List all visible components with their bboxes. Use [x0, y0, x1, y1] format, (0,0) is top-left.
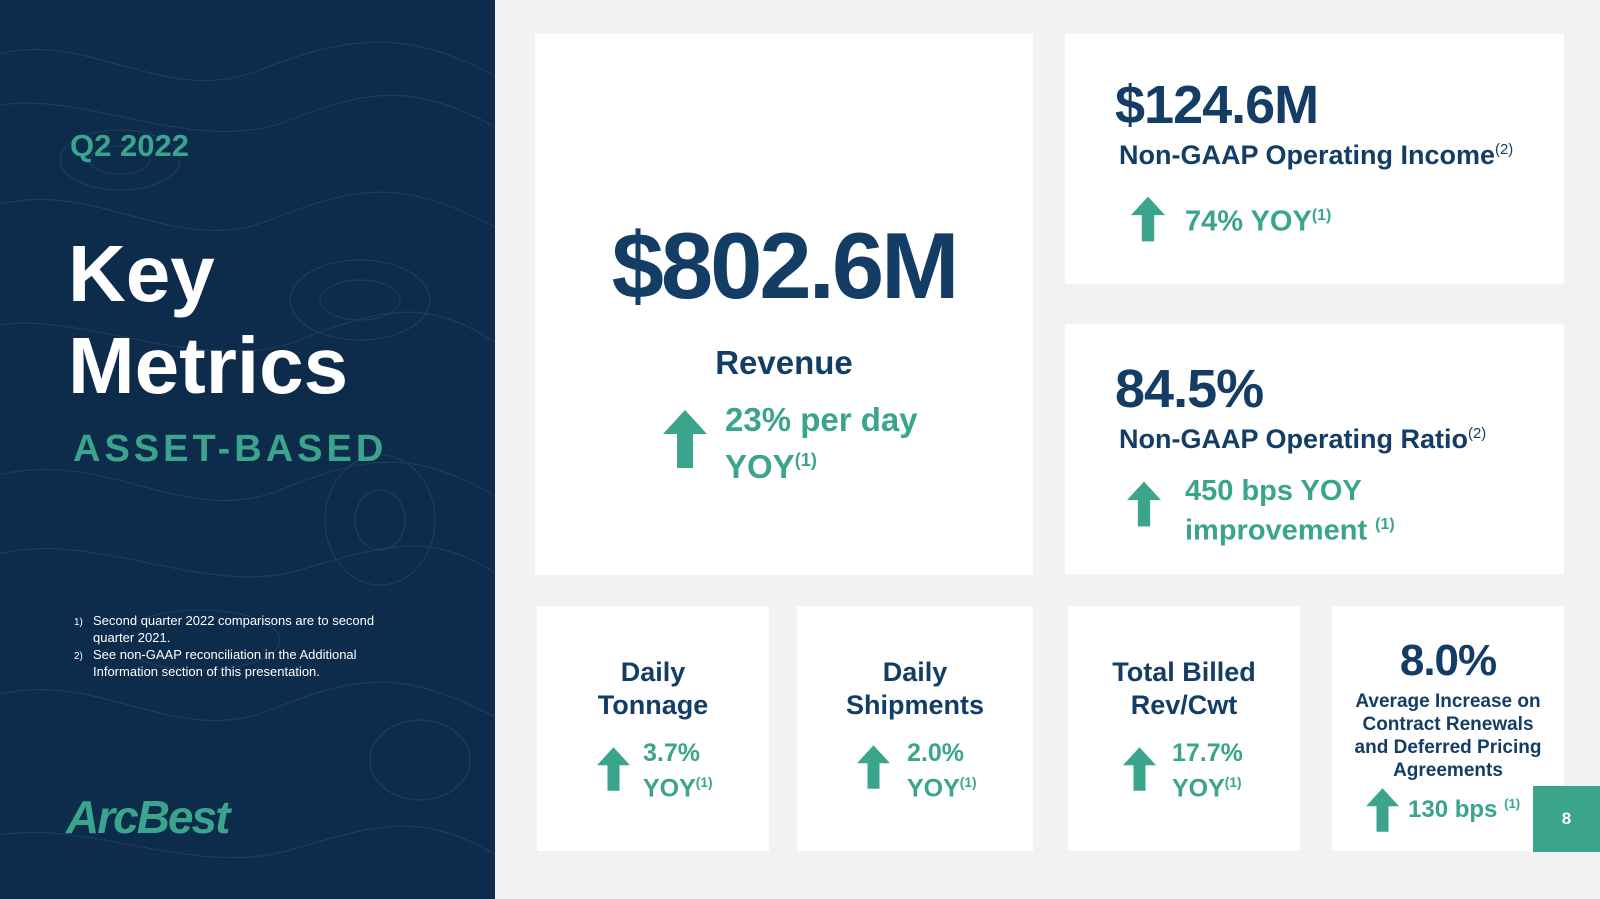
- contract-renewals-label-line2: Contract Renewals: [1362, 714, 1534, 735]
- contract-renewals-value: 8.0%: [1399, 636, 1497, 685]
- daily-tonnage-card: Daily Tonnage 3.7% YOY(1): [537, 606, 769, 851]
- operating-income-card: $124.6M Non-GAAP Operating Income(2) 74%…: [1065, 34, 1564, 284]
- operating-ratio-label: Non-GAAP Operating Ratio(2): [1119, 424, 1486, 455]
- footnote-marker: 1): [74, 617, 83, 628]
- footnote-ref: (1): [1504, 796, 1521, 811]
- operating-income-value: $124.6M: [1115, 75, 1319, 135]
- daily-shipments-label-line2: Shipments: [845, 690, 985, 720]
- footnote-ref: (2): [1495, 142, 1514, 158]
- title-line-key: Key: [68, 229, 215, 318]
- up-arrow-icon: [663, 410, 707, 468]
- footnote-ref: (1): [1224, 775, 1242, 790]
- daily-tonnage-label-line1: Daily: [620, 657, 686, 687]
- billed-rev-change: 17.7% YOY(1): [1172, 739, 1243, 803]
- revenue-change: 23% per day YOY(1): [725, 400, 918, 487]
- revenue-label: Revenue: [715, 344, 853, 381]
- operating-income-change: 74% YOY(1): [1185, 199, 1331, 239]
- operating-ratio-change-line2: improvement: [1185, 514, 1368, 547]
- revenue-change-line2: YOY: [725, 448, 795, 485]
- contract-renewals-change: 130 bps (1): [1408, 796, 1520, 824]
- operating-ratio-change: 450 bps YOY improvement (1): [1185, 474, 1395, 548]
- billed-rev-change-line1: 17.7%: [1172, 739, 1243, 767]
- revenue-value: $802.6M: [611, 213, 960, 318]
- title-line-metrics: Metrics: [68, 321, 349, 410]
- period-label: Q2 2022: [70, 128, 189, 163]
- billed-rev-card: Total Billed Rev/Cwt 17.7% YOY(1): [1068, 606, 1300, 851]
- footnotes: 1) Second quarter 2022 comparisons are t…: [74, 612, 404, 680]
- daily-shipments-card: Daily Shipments 2.0% YOY(1): [797, 606, 1033, 851]
- operating-income-label: Non-GAAP Operating Income(2): [1119, 140, 1513, 171]
- up-arrow-icon: [1131, 196, 1165, 242]
- daily-shipments-label-line1: Daily: [882, 657, 948, 687]
- daily-tonnage-label-line2: Tonnage: [597, 690, 709, 720]
- footnote-ref: (1): [794, 450, 817, 470]
- footnote-text: See non-GAAP reconciliation in the Addit…: [93, 647, 357, 679]
- operating-ratio-value: 84.5%: [1115, 359, 1264, 419]
- up-arrow-icon: [1366, 788, 1399, 832]
- daily-shipments-change-line1: 2.0%: [907, 739, 964, 767]
- footnote-ref: (1): [695, 775, 713, 790]
- up-arrow-icon: [597, 747, 630, 791]
- footnote-ref: (1): [1311, 207, 1332, 224]
- footnote-item: 2) See non-GAAP reconciliation in the Ad…: [74, 646, 404, 680]
- billed-rev-change-line2: YOY: [1172, 774, 1225, 803]
- operating-ratio-change-line1: 450 bps YOY: [1185, 475, 1362, 507]
- daily-tonnage-label: Daily Tonnage: [537, 656, 769, 722]
- page-title: Key Metrics: [68, 228, 468, 412]
- sidebar-panel: Q2 2022 Key Metrics ASSET-BASED 1) Secon…: [0, 0, 495, 899]
- daily-tonnage-change: 3.7% YOY(1): [643, 739, 713, 803]
- operating-income-label-text: Non-GAAP Operating Income: [1119, 140, 1496, 170]
- contract-renewals-label-line4: Agreements: [1393, 760, 1503, 781]
- contract-renewals-card: 8.0% Average Increase on Contract Renewa…: [1332, 606, 1564, 851]
- contract-renewals-label-line3: and Deferred Pricing: [1354, 737, 1542, 758]
- footnote-ref: (1): [1375, 516, 1395, 533]
- operating-income-change-text: 74% YOY: [1185, 205, 1312, 238]
- daily-shipments-change: 2.0% YOY(1): [907, 739, 977, 803]
- arcbest-logo: ArcBest: [66, 791, 230, 843]
- contract-renewals-label: Average Increase on Contract Renewals an…: [1332, 690, 1564, 782]
- daily-tonnage-change-line2: YOY: [643, 774, 696, 803]
- page-number: 8: [1533, 786, 1600, 852]
- revenue-card: $802.6M Revenue 23% per day YOY(1): [535, 34, 1033, 575]
- footnote-text: Second quarter 2022 comparisons are to s…: [93, 613, 375, 645]
- billed-rev-label: Total Billed Rev/Cwt: [1068, 656, 1300, 722]
- daily-shipments-change-line2: YOY: [907, 774, 960, 803]
- footnote-item: 1) Second quarter 2022 comparisons are t…: [74, 612, 404, 646]
- contract-renewals-label-line1: Average Increase on: [1355, 691, 1541, 712]
- footnote-marker: 2): [74, 651, 83, 662]
- segment-label: ASSET-BASED: [73, 428, 388, 470]
- up-arrow-icon: [1127, 481, 1161, 527]
- footnote-ref: (1): [959, 775, 977, 790]
- up-arrow-icon: [857, 745, 890, 789]
- topographic-pattern: [0, 41, 495, 859]
- footnote-ref: (2): [1468, 426, 1487, 442]
- up-arrow-icon: [1123, 747, 1156, 791]
- billed-rev-label-line2: Rev/Cwt: [1130, 690, 1238, 720]
- operating-ratio-label-text: Non-GAAP Operating Ratio: [1119, 424, 1469, 454]
- revenue-change-line1: 23% per day: [725, 401, 918, 438]
- billed-rev-label-line1: Total Billed: [1112, 657, 1256, 687]
- operating-ratio-card: 84.5% Non-GAAP Operating Ratio(2) 450 bp…: [1065, 324, 1564, 574]
- daily-tonnage-change-line1: 3.7%: [643, 739, 700, 767]
- contract-renewals-change-text: 130 bps: [1408, 796, 1498, 823]
- daily-shipments-label: Daily Shipments: [797, 656, 1033, 722]
